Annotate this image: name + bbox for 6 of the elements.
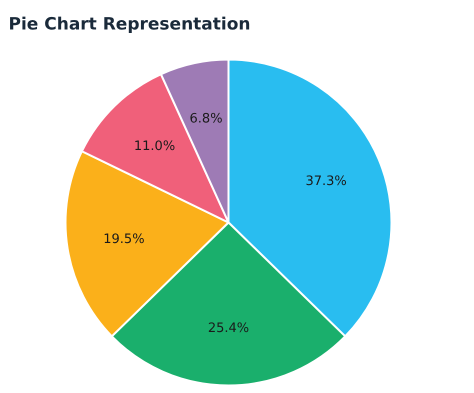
data-label: 25.4% [208,320,250,336]
data-label: 6.8% [190,111,223,126]
chart-title: Pie Chart Representation [8,14,251,34]
data-label: 37.3% [305,174,347,189]
data-label: 19.5% [103,232,145,247]
data-label: 11.0% [134,139,176,154]
